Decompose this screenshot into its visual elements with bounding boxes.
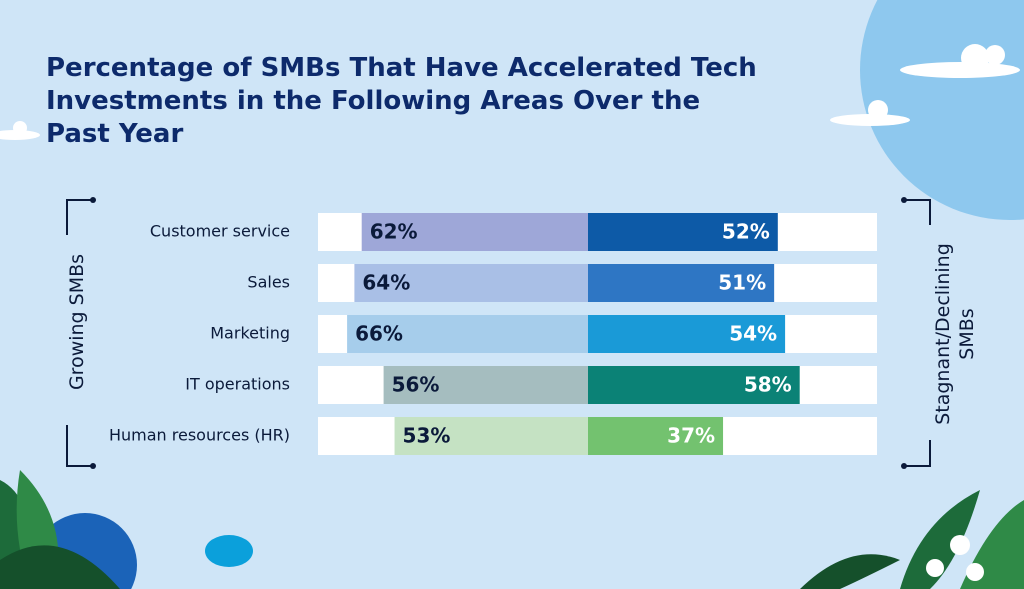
category-label: IT operations <box>185 375 290 394</box>
value-label: 53% <box>403 424 451 448</box>
bar <box>588 366 800 404</box>
value-label: 66% <box>355 322 403 346</box>
right-bracket <box>904 199 931 467</box>
logo-cloud <box>205 535 253 567</box>
chart-title: Percentage of SMBs That Have Accelerated… <box>46 53 757 149</box>
bar <box>394 417 588 455</box>
left-group-label: Growing SMBs <box>66 253 88 391</box>
bar <box>588 417 724 455</box>
value-label: 64% <box>362 271 410 295</box>
value-label: 54% <box>729 322 777 346</box>
category-label: Sales <box>247 273 290 292</box>
left-bracket <box>66 199 93 467</box>
category-label: Human resources (HR) <box>109 426 290 445</box>
bar <box>354 264 588 302</box>
bar <box>383 366 588 404</box>
value-label: 62% <box>370 220 418 244</box>
value-label: 51% <box>718 271 766 295</box>
clouds <box>0 44 1020 140</box>
value-label: 56% <box>392 373 440 397</box>
bar <box>361 213 588 251</box>
bar <box>588 213 778 251</box>
flowers <box>926 535 984 581</box>
bar <box>588 315 786 353</box>
value-label: 52% <box>722 220 770 244</box>
bar <box>588 264 775 302</box>
category-label: Customer service <box>150 222 290 241</box>
leaves <box>0 470 1024 589</box>
value-label: 37% <box>667 424 715 448</box>
right-group-label: Stagnant/Declining SMBs <box>932 243 978 425</box>
bar <box>347 315 588 353</box>
category-label: Marketing <box>210 324 290 343</box>
value-label: 58% <box>744 373 792 397</box>
